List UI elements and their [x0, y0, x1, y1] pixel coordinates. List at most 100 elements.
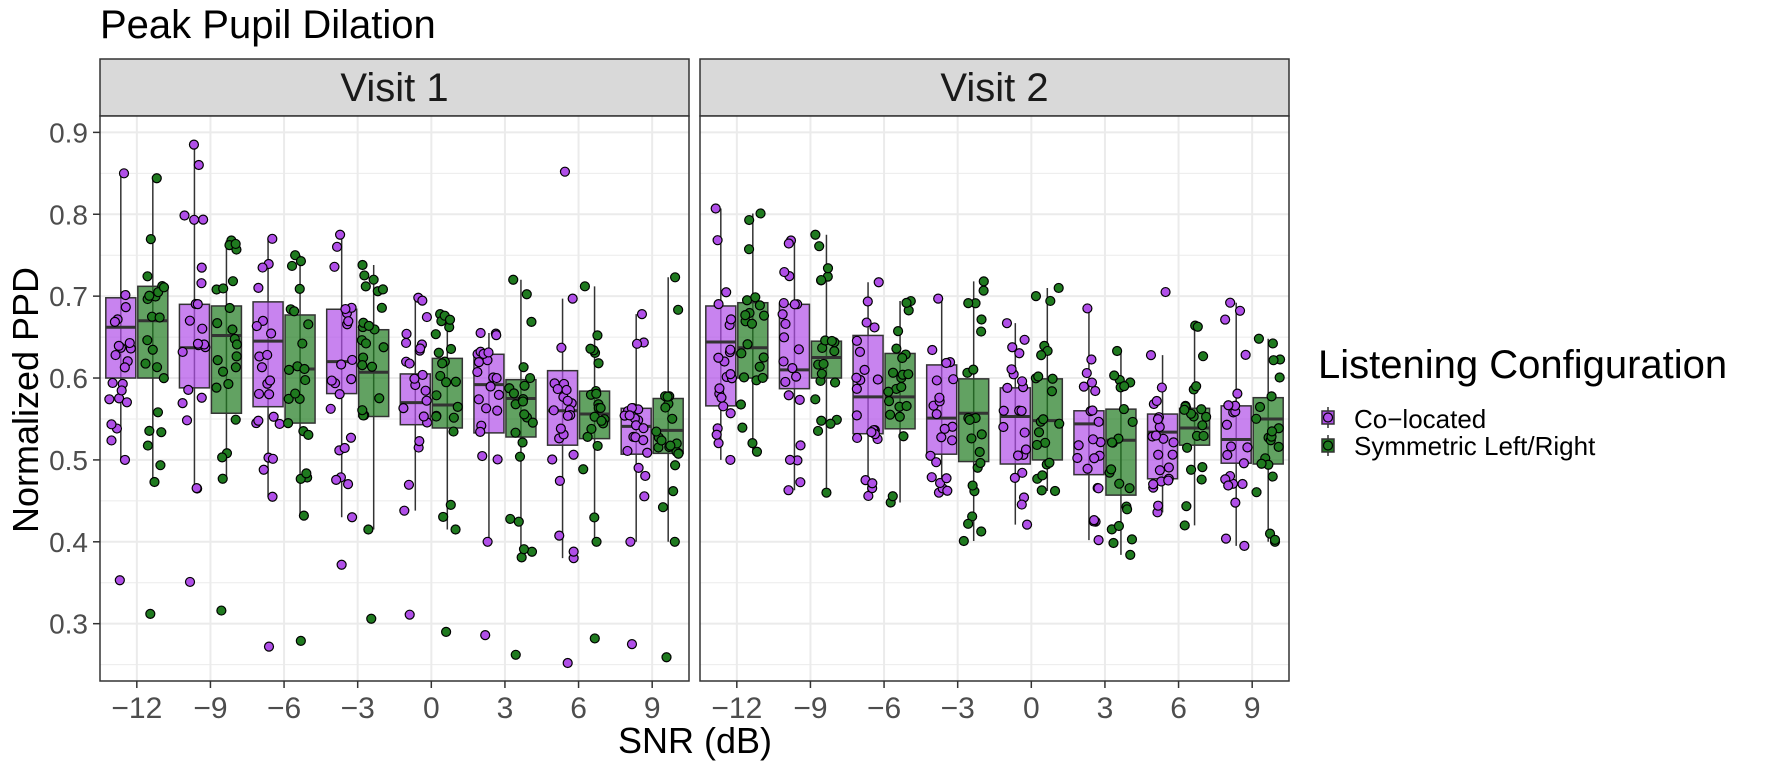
data-point — [1089, 453, 1100, 464]
data-point — [591, 388, 602, 399]
data-point — [725, 314, 737, 325]
outlier-point — [559, 166, 571, 177]
data-point — [742, 339, 753, 350]
data-point — [818, 358, 829, 370]
data-point — [331, 474, 342, 486]
data-point — [810, 394, 821, 405]
data-point — [867, 478, 878, 489]
data-point — [113, 340, 124, 351]
data-point — [431, 411, 442, 422]
data-point — [1106, 437, 1118, 448]
data-point — [1145, 350, 1157, 361]
data-point — [656, 435, 667, 446]
data-point — [778, 297, 789, 309]
data-point — [177, 346, 188, 358]
data-point — [711, 429, 722, 440]
box-body — [137, 285, 169, 379]
data-point — [789, 299, 800, 310]
data-point — [398, 403, 409, 414]
data-point — [814, 241, 825, 252]
data-point — [283, 393, 294, 404]
data-point — [1168, 437, 1179, 448]
data-point — [267, 453, 279, 464]
data-point — [931, 409, 942, 420]
data-point — [780, 376, 791, 388]
outlier-point — [114, 575, 125, 586]
data-point — [142, 271, 153, 282]
data-point — [303, 319, 314, 330]
data-point — [1225, 297, 1236, 308]
data-point — [591, 536, 602, 547]
data-point — [1181, 501, 1192, 512]
outlier-point — [404, 609, 415, 620]
data-point — [517, 396, 529, 407]
data-point — [491, 329, 502, 341]
data-point — [1267, 471, 1278, 482]
x-tick-label: −9 — [793, 692, 827, 725]
data-point — [883, 396, 895, 407]
data-point — [444, 314, 456, 325]
data-point — [491, 372, 502, 384]
data-point — [1196, 474, 1207, 485]
data-point — [713, 299, 724, 310]
data-point — [946, 435, 958, 446]
data-point — [636, 309, 648, 320]
data-point — [198, 214, 209, 225]
data-point — [368, 274, 379, 285]
data-point — [300, 374, 311, 386]
data-point — [283, 364, 295, 375]
data-point — [404, 358, 415, 369]
data-point — [725, 454, 736, 466]
data-point — [505, 513, 516, 525]
data-point — [1251, 487, 1262, 498]
data-point — [1167, 449, 1178, 460]
data-point — [1009, 472, 1020, 483]
data-point — [829, 377, 841, 388]
data-point — [106, 419, 117, 430]
data-point — [758, 310, 770, 321]
data-point — [883, 386, 894, 397]
data-point — [1192, 321, 1203, 332]
data-point — [268, 411, 279, 422]
data-point — [861, 317, 872, 328]
facet-strip — [699, 58, 1290, 117]
data-point — [1201, 411, 1212, 422]
data-point — [156, 427, 167, 438]
x-tick-label: 9 — [1244, 692, 1261, 725]
data-point — [1196, 404, 1207, 415]
data-point — [898, 431, 909, 442]
data-point — [595, 402, 606, 414]
data-point — [196, 278, 207, 289]
data-point — [346, 512, 358, 523]
data-point — [640, 470, 651, 482]
data-point — [887, 491, 898, 502]
x-tick-label: 3 — [1097, 692, 1114, 725]
data-point — [1148, 479, 1159, 490]
data-point — [793, 344, 804, 355]
data-point — [197, 323, 208, 334]
data-point — [1225, 441, 1237, 452]
data-point — [963, 518, 974, 529]
data-point — [377, 284, 389, 295]
data-point — [668, 486, 679, 497]
data-point — [589, 512, 600, 523]
data-point — [1237, 478, 1248, 490]
data-point — [217, 452, 228, 463]
data-point — [445, 343, 457, 355]
data-point — [622, 445, 633, 457]
data-point — [1230, 497, 1241, 508]
data-point — [1082, 303, 1093, 314]
outlier-point — [184, 576, 196, 588]
data-point — [483, 347, 494, 358]
data-point — [1033, 371, 1044, 382]
data-point — [421, 311, 432, 323]
data-point — [1163, 475, 1174, 486]
data-point — [508, 388, 520, 399]
outlier-point — [263, 641, 275, 652]
data-point — [810, 229, 821, 240]
data-point — [978, 276, 989, 287]
data-point — [754, 300, 765, 311]
data-point — [106, 435, 117, 446]
outlier-point — [145, 608, 156, 619]
data-point — [1002, 382, 1013, 394]
